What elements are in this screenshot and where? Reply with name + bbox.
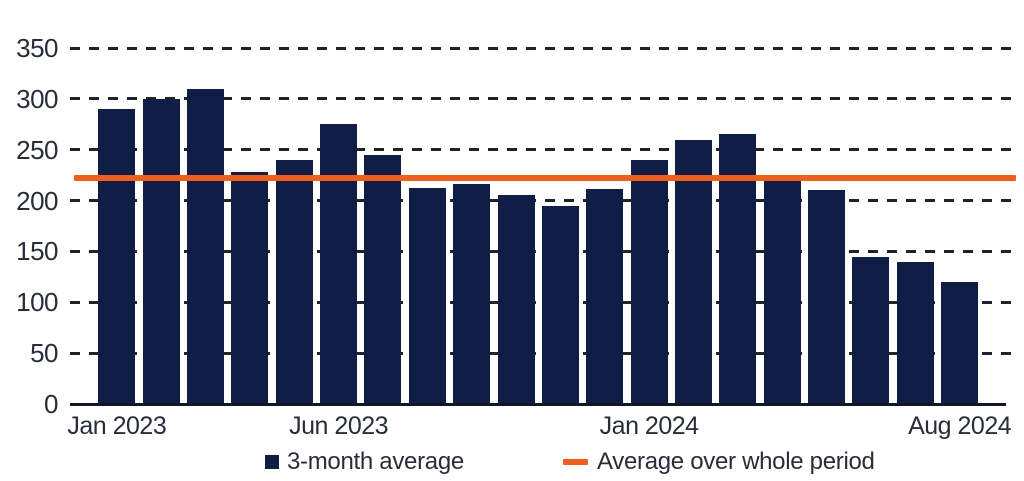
bar-jan-2024 — [630, 159, 668, 404]
y-axis-tick-label: 50 — [30, 338, 58, 369]
y-axis-tick-label: 250 — [16, 134, 58, 165]
bar-aug-2023 — [408, 188, 446, 404]
gridline-300 — [70, 97, 1016, 101]
bar-apr-2023 — [231, 172, 269, 404]
legend-label: 3-month average — [287, 448, 464, 475]
bar-jun-2024 — [852, 256, 890, 404]
average-line — [74, 175, 1016, 182]
y-axis-tick-label: 350 — [16, 33, 58, 63]
bar-may-2024 — [808, 190, 846, 404]
bar-feb-2023 — [142, 98, 180, 404]
legend-item-bars: 3-month average — [265, 448, 464, 476]
x-axis-tick-label: Jan 2023 — [67, 412, 167, 440]
legend-square-swatch — [265, 455, 279, 469]
legend-item-average: Average over whole period — [563, 448, 875, 476]
chart-legend: 3-month average Average over whole period — [0, 444, 1024, 478]
y-axis-tick-label: 0 — [44, 389, 58, 419]
gridline-250 — [70, 148, 1016, 152]
bar-jul-2023 — [364, 154, 402, 404]
y-axis-tick-label: 150 — [16, 236, 58, 267]
y-axis-tick-label: 200 — [16, 185, 58, 216]
gridline-350 — [70, 46, 1016, 50]
y-axis-tick-label: 100 — [16, 287, 58, 318]
y-axis-tick-label: 300 — [16, 83, 58, 114]
bar-jun-2023 — [320, 124, 358, 404]
x-axis-baseline — [70, 403, 1006, 406]
x-axis-tick-label: Jun 2023 — [289, 412, 389, 440]
bar-nov-2023 — [541, 205, 579, 404]
legend-line-swatch — [563, 459, 588, 465]
bar-mar-2023 — [187, 88, 225, 404]
bar-feb-2024 — [674, 139, 712, 404]
bar-sep-2023 — [453, 184, 491, 404]
legend-label: Average over whole period — [597, 448, 875, 475]
x-axis-tick-label: Jan 2024 — [599, 412, 699, 440]
bar-may-2023 — [275, 159, 313, 404]
bar-jul-2024 — [896, 261, 934, 404]
gridline-200 — [70, 199, 1016, 203]
bar-apr-2024 — [763, 179, 801, 404]
bar-dec-2023 — [586, 189, 624, 404]
bar-oct-2023 — [497, 195, 535, 404]
bar-aug-2024 — [941, 281, 979, 404]
x-axis-tick-label: Aug 2024 — [908, 412, 1012, 440]
bar-jan-2023 — [98, 109, 136, 404]
